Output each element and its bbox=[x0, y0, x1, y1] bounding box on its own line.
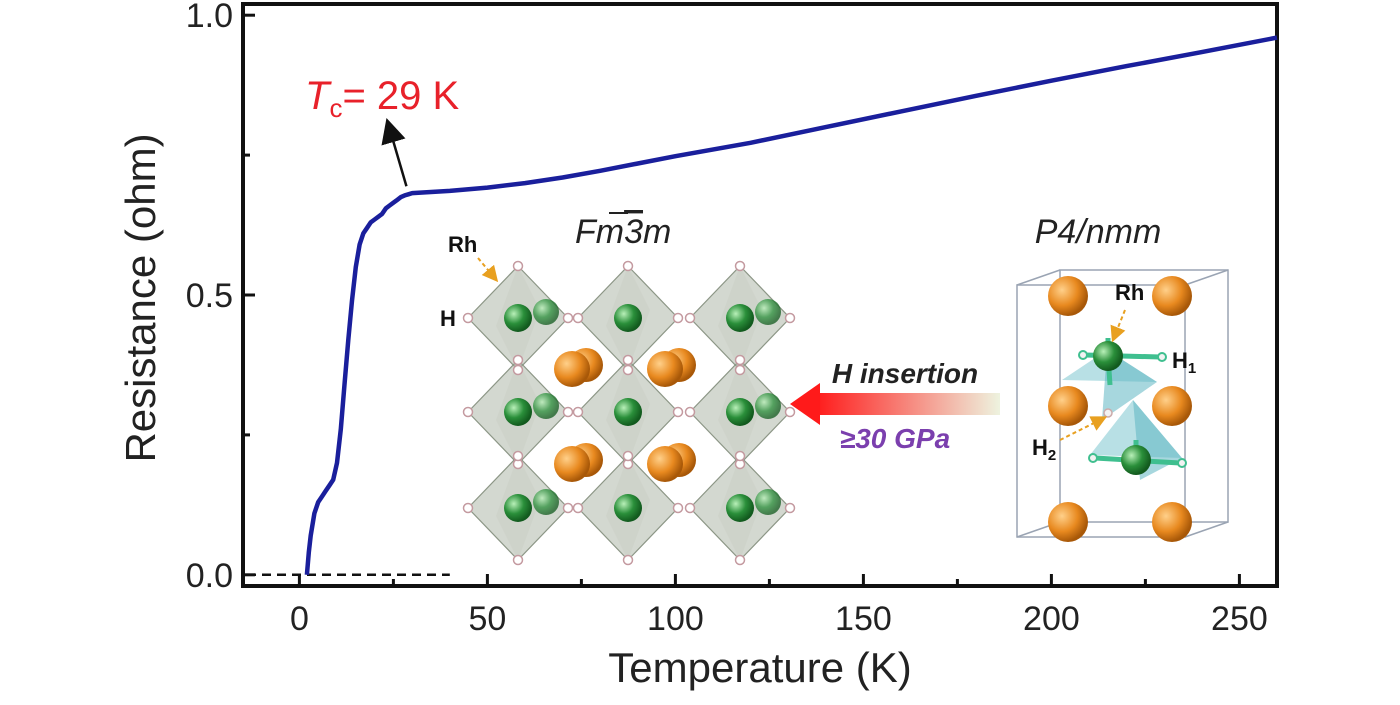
x-axis-title: Temperature (K) bbox=[608, 644, 911, 691]
y-tick-label-0: 0.0 bbox=[186, 557, 233, 595]
y-tick-label-0.5: 0.5 bbox=[186, 277, 233, 315]
p4nmm-title: P4/nmm bbox=[1035, 213, 1162, 251]
tc-annotation-main: T bbox=[305, 74, 332, 118]
la-atoms-layer bbox=[554, 348, 696, 482]
tc-annotation-sub: c bbox=[329, 93, 342, 123]
x-tick-label-200: 200 bbox=[1023, 600, 1080, 638]
x-tick-label-250: 250 bbox=[1211, 600, 1268, 638]
y-axis-title: Resistance (ohm) bbox=[117, 133, 164, 462]
p4nmm-label-h2: H2 bbox=[1032, 435, 1056, 464]
y-tick-label-1: 1.0 bbox=[186, 0, 233, 35]
fm3m-structure: Fm3m Rh H bbox=[440, 212, 796, 566]
h-insertion-arrow: H insertion ≥30 GPa bbox=[790, 358, 1000, 454]
pressure-label: ≥30 GPa bbox=[840, 423, 950, 454]
fm3m-title: Fm3m bbox=[575, 213, 671, 251]
x-tick-label-150: 150 bbox=[835, 600, 892, 638]
tc-annotation-rest: = 29 K bbox=[342, 74, 459, 118]
p4nmm-label-rh: Rh bbox=[1115, 280, 1144, 305]
series-line-resistance bbox=[304, 35, 1278, 575]
axis-tick-labels: 0 50 100 150 200 250 0.0 0.5 1.0 bbox=[186, 0, 1268, 638]
p4nmm-structure: P4/nmm bbox=[1016, 213, 1229, 542]
fm3m-label-rh: Rh bbox=[448, 232, 477, 257]
h-atoms-layer bbox=[462, 260, 796, 566]
tc-annotation: Tc= 29 K bbox=[305, 74, 460, 123]
x-tick-label-100: 100 bbox=[647, 600, 704, 638]
rh-atoms-layer bbox=[504, 299, 781, 522]
x-tick-label-50: 50 bbox=[468, 600, 506, 638]
p4nmm-label-h1: H1 bbox=[1172, 348, 1196, 377]
fm3m-label-h: H bbox=[440, 306, 456, 331]
x-tick-label-0: 0 bbox=[290, 600, 309, 638]
h-insertion-label: H insertion bbox=[832, 358, 978, 389]
tc-annotation-arrow bbox=[381, 118, 408, 187]
